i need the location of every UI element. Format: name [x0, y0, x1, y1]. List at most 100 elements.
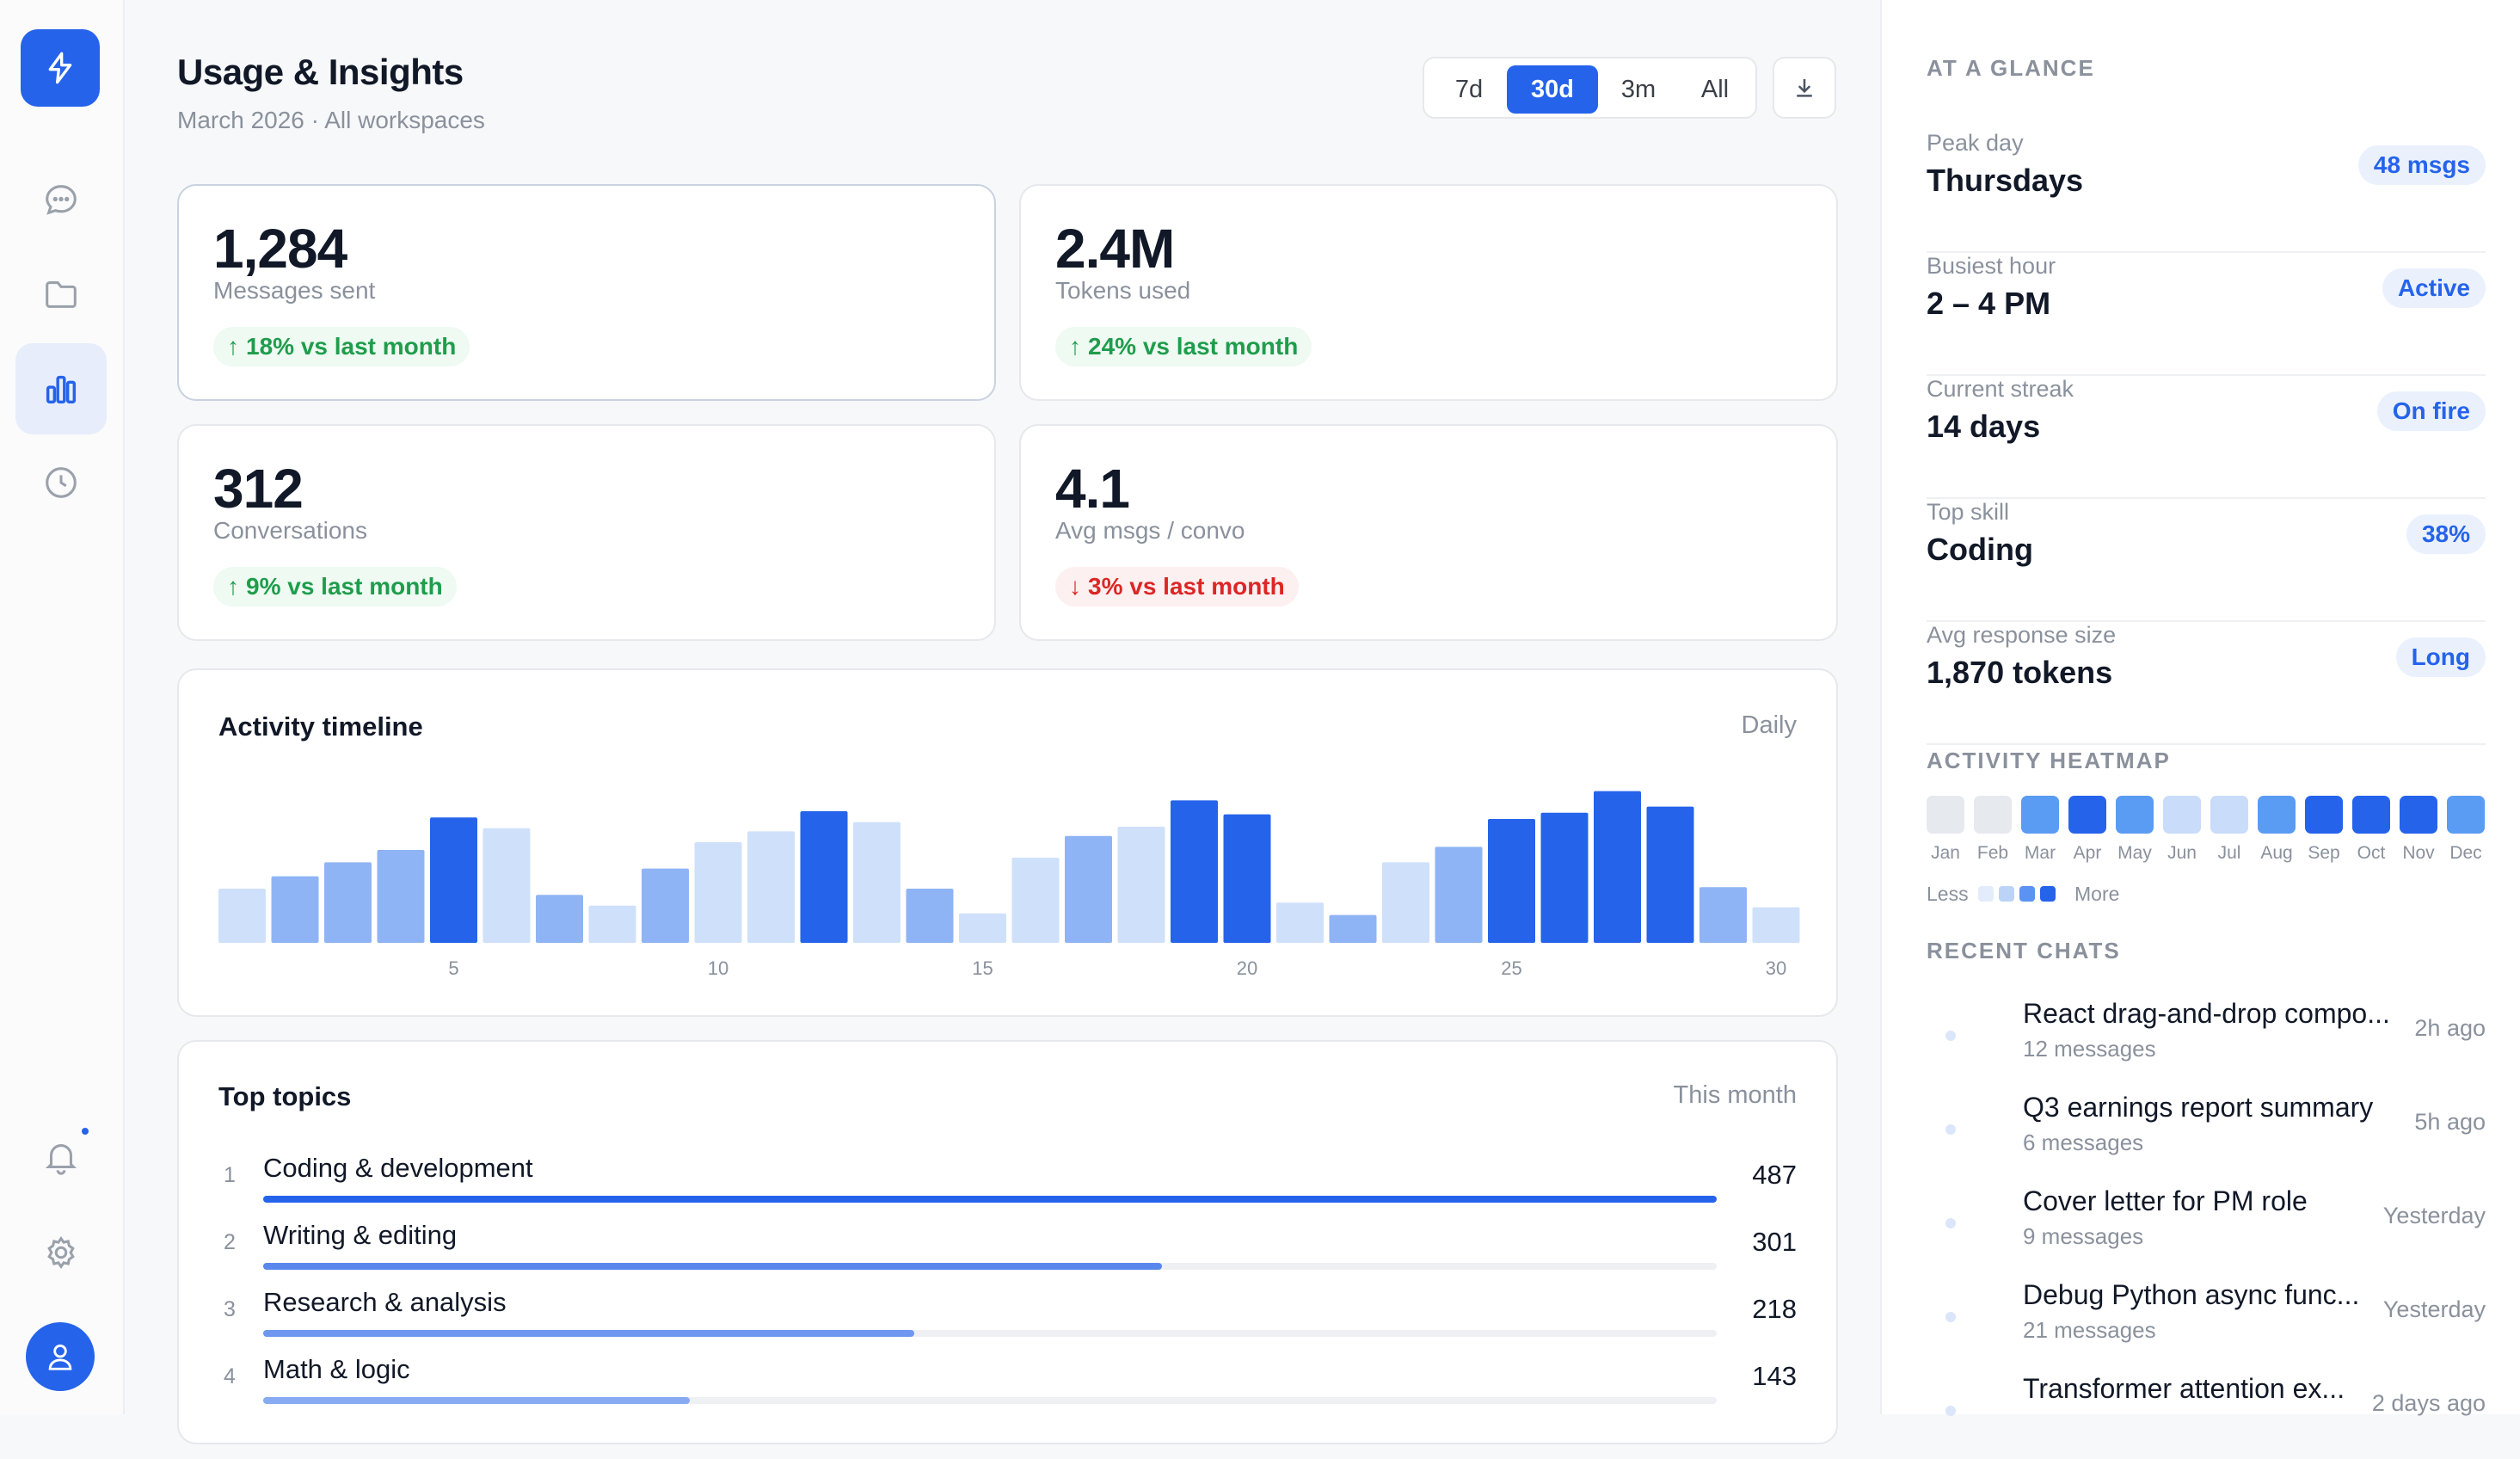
- timeline-bar[interactable]: [1117, 827, 1165, 943]
- timeline-bar[interactable]: [1171, 800, 1218, 943]
- timeline-tick-label: 15: [972, 957, 993, 979]
- heatmap-month-label: May: [2117, 843, 2152, 863]
- timeline-bar[interactable]: [1646, 806, 1694, 943]
- timeline-bar[interactable]: [430, 817, 477, 943]
- activity-timeline-card: Activity timeline Daily 5 10 15 20 25 30: [177, 668, 1838, 1017]
- timeline-bar[interactable]: [1276, 902, 1324, 943]
- timeline-bar[interactable]: [1594, 791, 1641, 943]
- timeline-bar[interactable]: [377, 850, 425, 943]
- timeline-bar[interactable]: [218, 889, 266, 943]
- heatmap-cell[interactable]: [1974, 796, 2012, 834]
- glance-item-badge: Long: [2395, 637, 2486, 677]
- bar-chart-icon: [46, 375, 77, 404]
- arrow-up-icon: ↑: [1069, 333, 1081, 360]
- heatmap-cell[interactable]: [2258, 796, 2296, 834]
- timeline-bar[interactable]: [271, 876, 319, 943]
- glance-item-label: Busiest hour: [1927, 253, 2056, 279]
- timeline-bar[interactable]: [1540, 812, 1589, 943]
- page-subtitle: March 2026 · All workspaces: [177, 107, 485, 133]
- chat-time: 2 days ago: [2371, 1390, 2486, 1416]
- timeline-bar[interactable]: [482, 828, 531, 943]
- user-avatar[interactable]: [26, 1322, 95, 1391]
- right-panel: AT A GLANCE Peak day Thursdays 48 msgs Busi…: [1880, 0, 2520, 1416]
- timeline-bar[interactable]: [1488, 819, 1535, 943]
- heatmap-cell[interactable]: [2447, 796, 2485, 834]
- heatmap-month-label: Jun: [2167, 843, 2197, 863]
- heatmap-cell[interactable]: [2068, 796, 2106, 834]
- timeline-bar[interactable]: [536, 895, 583, 943]
- heatmap-cell[interactable]: [2021, 796, 2059, 834]
- recent-chat-item[interactable]: React drag-and-drop compo... 12 messages 2…: [1927, 998, 2486, 1084]
- recent-chat-item[interactable]: Cover letter for PM role 9 messages Yester…: [1927, 1185, 2486, 1271]
- heatmap-month-label: Nov: [2402, 843, 2435, 863]
- timeline-bar[interactable]: [324, 862, 372, 943]
- timeline-bar[interactable]: [642, 868, 689, 943]
- nav-chats[interactable]: [15, 155, 107, 246]
- timeline-bar[interactable]: [694, 842, 742, 943]
- recent-chat-item[interactable]: Debug Python async func... 21 messages Yes…: [1927, 1279, 2486, 1365]
- timeline-bar[interactable]: [1329, 914, 1377, 943]
- heatmap-month-label: Apr: [2073, 843, 2102, 863]
- heatmap-month-label: Jul: [2217, 843, 2241, 863]
- heatmap-cell[interactable]: [2210, 796, 2248, 834]
- range-all[interactable]: All: [1700, 75, 1730, 103]
- heatmap-cell[interactable]: [2400, 796, 2437, 834]
- nav-notifications[interactable]: [15, 1111, 107, 1203]
- legend-swatch: [1978, 886, 1994, 902]
- nav-history[interactable]: [15, 437, 107, 528]
- glance-item: Avg response size 1,870 tokens Long: [1927, 622, 2486, 745]
- timeline-bar[interactable]: [959, 913, 1006, 943]
- user-icon: [48, 1344, 72, 1370]
- topic-rank: 2: [224, 1230, 236, 1254]
- heatmap-month-label: Oct: [2357, 843, 2386, 863]
- top-topics-card: Top topics This month 1 Coding & developm…: [177, 1040, 1838, 1444]
- download-button[interactable]: [1773, 57, 1836, 119]
- stat-delta-text: 9% vs last month: [246, 573, 443, 600]
- heatmap-cell[interactable]: [2305, 796, 2343, 834]
- glance-item-label: Avg response size: [1927, 622, 2117, 648]
- topic-bar-fill: [263, 1263, 1162, 1270]
- glance-label: AT A GLANCE: [1927, 55, 2095, 81]
- chat-time: 5h ago: [2414, 1109, 2486, 1135]
- heatmap-cell[interactable]: [2163, 796, 2201, 834]
- recent-chat-item[interactable]: Q3 earnings report summary 6 messages 5h a…: [1927, 1092, 2486, 1178]
- timeline-bar[interactable]: [1435, 846, 1483, 943]
- stat-card-messages[interactable]: 1,284 Messages sent ↑ 18% vs last month: [177, 184, 996, 401]
- stat-delta: ↓ 3% vs last month: [1055, 567, 1299, 606]
- stat-value: 1,284: [213, 218, 347, 280]
- legend-swatch: [1999, 886, 2014, 902]
- timeline-bar[interactable]: [853, 822, 900, 943]
- timeline-bar[interactable]: [747, 831, 795, 943]
- app-logo[interactable]: [21, 29, 100, 107]
- timeline-bar[interactable]: [800, 811, 848, 943]
- range-3m[interactable]: 3m: [1620, 75, 1656, 103]
- nav-settings[interactable]: [15, 1207, 107, 1298]
- timeline-bar[interactable]: [906, 889, 954, 943]
- stat-card-avg[interactable]: 4.1 Avg msgs / convo ↓ 3% vs last month: [1019, 424, 1838, 641]
- timeline-bar[interactable]: [1752, 907, 1800, 943]
- topic-rank: 4: [224, 1364, 236, 1388]
- heatmap-month-label: Aug: [2260, 843, 2293, 863]
- arrow-up-icon: ↑: [227, 573, 239, 600]
- range-7d[interactable]: 7d: [1454, 75, 1484, 103]
- topic-bar-fill: [263, 1397, 691, 1404]
- heatmap-cell[interactable]: [2116, 796, 2154, 834]
- timeline-bar[interactable]: [1382, 862, 1429, 943]
- timeline-bar[interactable]: [1699, 887, 1747, 943]
- timeline-bar[interactable]: [588, 905, 636, 943]
- heatmap-cell[interactable]: [1927, 796, 1964, 834]
- timeline-tick-label: 25: [1501, 957, 1521, 979]
- nav-insights[interactable]: [15, 343, 107, 434]
- stat-card-tokens[interactable]: 2.4M Tokens used ↑ 24% vs last month: [1019, 184, 1838, 401]
- stat-card-conversations[interactable]: 312 Conversations ↑ 9% vs last month: [177, 424, 996, 641]
- range-30d[interactable]: 30d: [1507, 65, 1598, 114]
- chat-time: Yesterday: [2382, 1296, 2486, 1322]
- legend-swatch: [2040, 886, 2056, 902]
- timeline-bar[interactable]: [1223, 814, 1271, 943]
- timeline-bar[interactable]: [1065, 835, 1112, 943]
- recent-chat-item[interactable]: Transformer attention ex... 2 days ago: [1927, 1373, 2486, 1459]
- heatmap-cell[interactable]: [2352, 796, 2390, 834]
- timeline-bar[interactable]: [1011, 858, 1060, 943]
- nav-projects[interactable]: [15, 249, 107, 340]
- glance-item-value: 2 – 4 PM: [1927, 286, 2051, 321]
